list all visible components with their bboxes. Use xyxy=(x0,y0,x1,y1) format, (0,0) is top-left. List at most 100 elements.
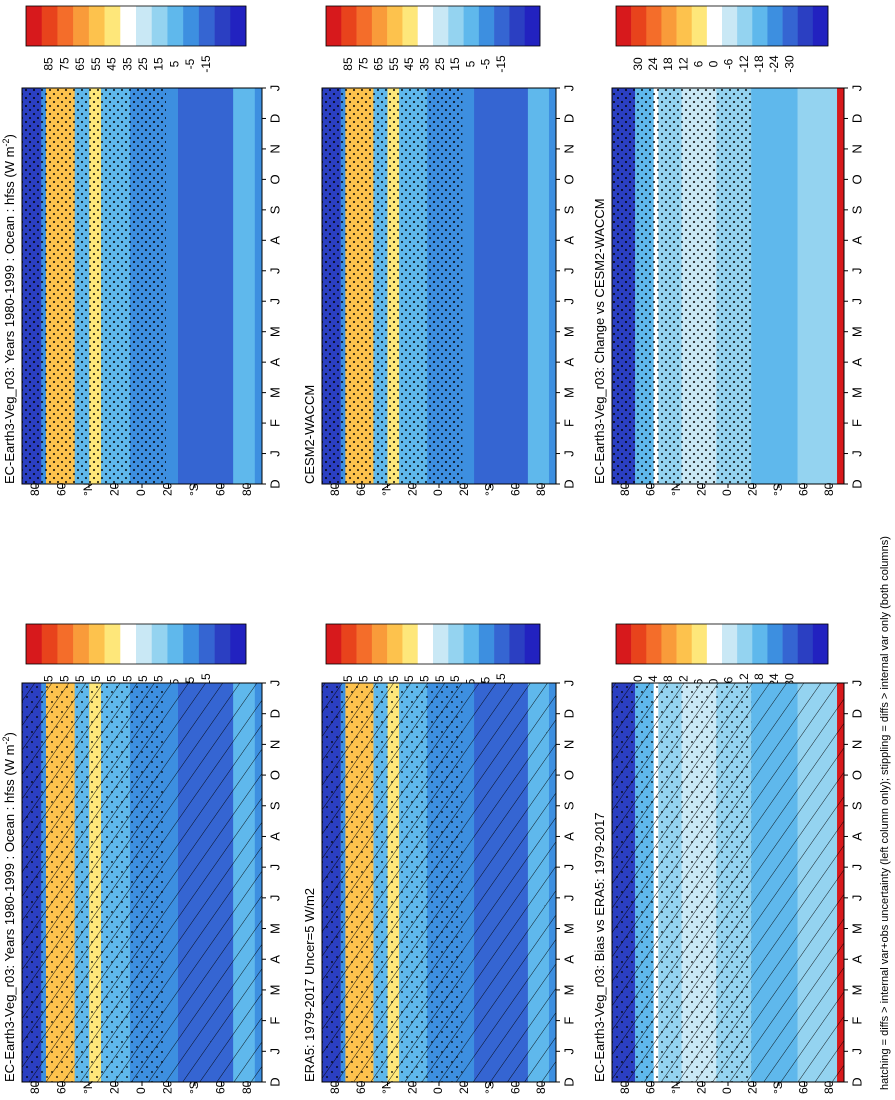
colorbar-segment xyxy=(478,6,495,46)
lat-label: 20 xyxy=(405,1080,419,1094)
colorbar-tick-label: 24 xyxy=(646,57,660,71)
colorbar-tick-label: -18 xyxy=(752,55,766,73)
colorbar-segment xyxy=(57,6,74,46)
stippling-overlay xyxy=(612,683,752,1082)
colorbar-segment xyxy=(356,6,373,46)
month-label: S xyxy=(561,205,576,214)
lat-label: 80 xyxy=(822,1080,836,1094)
colorbar-segment xyxy=(782,6,799,46)
month-label: J xyxy=(561,85,576,92)
lat-label: 80 xyxy=(328,1080,342,1094)
colorbar-segment xyxy=(402,624,419,664)
month-label: D xyxy=(267,1077,282,1086)
plot-area xyxy=(21,682,263,1083)
colorbar-segment xyxy=(631,624,647,664)
lat-label: 80 xyxy=(534,482,548,496)
lat-label: 60 xyxy=(508,1080,522,1094)
colorbar-tick-label: 30 xyxy=(631,57,645,71)
lat-label: °S xyxy=(771,1081,785,1094)
colorbar-frame xyxy=(615,5,829,47)
colorbar-segment xyxy=(356,624,373,664)
lat-label: 0 xyxy=(720,1087,734,1094)
month-label: F xyxy=(849,419,864,427)
colorbar-tick-label: 45 xyxy=(105,57,119,71)
lat-label: 20 xyxy=(108,1080,122,1094)
month-label: J xyxy=(267,1048,282,1055)
month-label: A xyxy=(561,357,576,366)
month-label: S xyxy=(561,801,576,810)
month-label: D xyxy=(267,479,282,488)
month-label: J xyxy=(849,268,864,275)
colorbar-segment xyxy=(661,624,677,664)
month-label: O xyxy=(561,174,576,184)
colorbar-segment xyxy=(524,6,541,46)
colorbar-segment xyxy=(371,624,388,664)
colorbar-segment xyxy=(661,6,677,46)
lat-label: 60 xyxy=(797,1080,811,1094)
month-label: O xyxy=(849,174,864,184)
lat-label: °N xyxy=(81,1081,95,1094)
lat-label: 20 xyxy=(108,482,122,496)
month-label: A xyxy=(561,955,576,964)
month-label: M xyxy=(561,387,576,398)
lat-label: °N xyxy=(669,483,683,496)
month-label: J xyxy=(267,268,282,275)
month-label: M xyxy=(267,985,282,996)
lat-band xyxy=(751,88,798,484)
month-label: D xyxy=(267,114,282,123)
month-label: N xyxy=(267,740,282,749)
lat-band xyxy=(233,88,255,484)
colorbar-tick-label: 5 xyxy=(463,678,477,685)
colorbar-tick-label: 6 xyxy=(691,60,705,67)
colorbar-segment xyxy=(631,6,647,46)
month-label: M xyxy=(267,387,282,398)
month-label: O xyxy=(267,770,282,780)
month-label: A xyxy=(849,955,864,964)
lat-label: °S xyxy=(187,483,201,496)
panel-p5: 30 24 18 12 6 0 -6 -12 -18 -24 -30DJFMAMJJASONDJ80… xyxy=(592,623,864,1094)
colorbar-segment xyxy=(433,624,449,664)
lat-band xyxy=(178,88,234,484)
month-label: A xyxy=(267,357,282,366)
month-label: S xyxy=(849,801,864,810)
colorbar-segment xyxy=(782,624,799,664)
month-label: F xyxy=(267,419,282,427)
month-label: J xyxy=(849,450,864,457)
lat-label: 60 xyxy=(214,482,228,496)
colorbar-tick-label: 0 xyxy=(707,60,721,67)
month-label: O xyxy=(267,174,282,184)
panel-title: EC-Earth3-Veg_r03: Years 1980-1999 : Oce… xyxy=(1,134,17,484)
lat-label: °N xyxy=(380,1081,394,1094)
lat-label: 80 xyxy=(240,1080,254,1094)
colorbar-segment xyxy=(41,624,58,664)
lat-label: 80 xyxy=(618,1080,632,1094)
colorbar-segment xyxy=(214,624,231,664)
colorbar-tick-label: 35 xyxy=(418,57,432,71)
panel-title: EC-Earth3-Veg_r03: Years 1980-1999 : Oce… xyxy=(1,732,17,1082)
month-label: J xyxy=(267,298,282,305)
lat-label: 20 xyxy=(695,482,709,496)
colorbar-tick-label: -24 xyxy=(767,55,781,73)
colorbar-segment xyxy=(104,6,121,46)
month-label: D xyxy=(849,114,864,123)
month-label: J xyxy=(849,895,864,902)
month-label: J xyxy=(849,864,864,871)
month-label: O xyxy=(561,770,576,780)
lat-label: °N xyxy=(669,1081,683,1094)
month-label: J xyxy=(561,864,576,871)
colorbar-tick-label: 85 xyxy=(42,57,56,71)
colorbar-segment xyxy=(326,624,342,664)
colorbar-segment xyxy=(494,6,510,46)
colorbar-tick-label: 75 xyxy=(356,57,370,71)
lat-label: °S xyxy=(187,1081,201,1094)
panel-title: CESM2-WACCM xyxy=(302,385,317,484)
month-label: A xyxy=(849,832,864,841)
colorbar-segment xyxy=(767,624,783,664)
colorbar-tick-label: 6 xyxy=(691,678,705,685)
lat-band xyxy=(527,88,549,484)
colorbar-tick-label: -15 xyxy=(494,55,508,73)
month-label: M xyxy=(849,326,864,337)
plot-area xyxy=(321,682,557,1083)
month-label: J xyxy=(849,298,864,305)
